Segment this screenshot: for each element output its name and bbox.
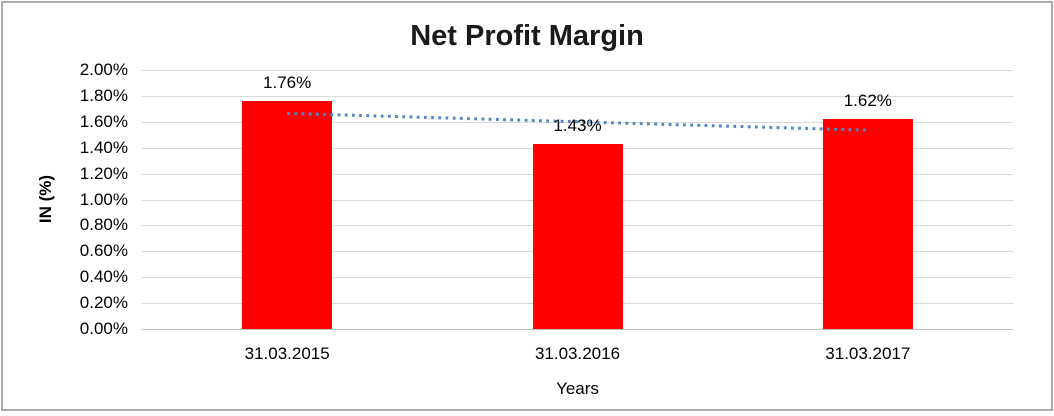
x-axis-line <box>142 329 1013 330</box>
y-tick-label: 0.20% <box>79 293 128 313</box>
data-label: 1.62% <box>843 91 892 110</box>
data-label: 1.43% <box>553 116 602 135</box>
x-axis-title: Years <box>556 379 599 398</box>
x-tick-label: 31.03.2016 <box>534 344 621 363</box>
gridline <box>142 70 1013 71</box>
chart-title: Net Profit Margin <box>410 20 644 52</box>
y-tick-label: 0.00% <box>79 319 128 338</box>
y-tick-label: 0.40% <box>79 267 128 287</box>
y-tick-label: 1.00% <box>79 189 128 209</box>
y-tick-label: 2.00% <box>79 60 128 79</box>
y-tick-label: 1.20% <box>79 163 128 183</box>
x-tick-label: 31.03.2017 <box>825 344 911 363</box>
bar-31.03.2015 <box>242 101 333 329</box>
x-tick-label: 31.03.2015 <box>244 344 330 363</box>
y-tick-label: 1.40% <box>79 137 128 157</box>
trendline <box>287 111 868 132</box>
gridline <box>142 95 1013 97</box>
bar-31.03.2017 <box>822 119 913 329</box>
plot-area: 1.76% 1.43% 1.62% <box>142 70 1013 330</box>
y-tick-label: 1.60% <box>79 111 128 131</box>
y-tick-label: 1.80% <box>79 85 128 105</box>
y-tick-label: 0.80% <box>79 215 128 235</box>
y-tick-label: 0.60% <box>79 241 128 261</box>
bar-31.03.2016 <box>532 144 623 329</box>
data-label: 1.76% <box>263 73 312 92</box>
